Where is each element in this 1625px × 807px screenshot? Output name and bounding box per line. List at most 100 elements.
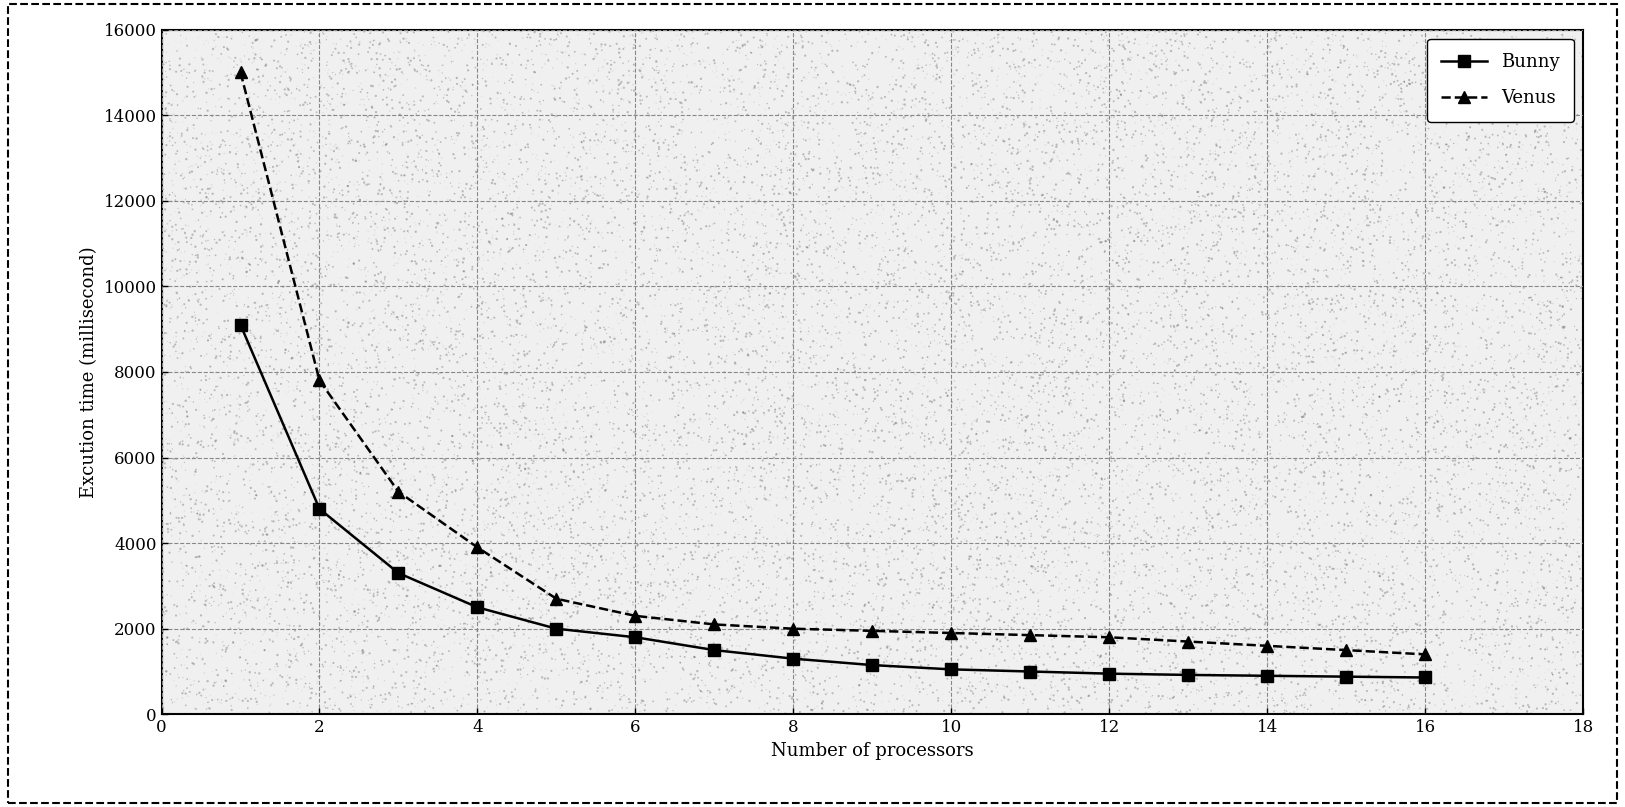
Point (470, 272, 496, 285)
Point (908, 495, 934, 508)
Point (1441, 240, 1467, 253)
Point (754, 299, 780, 312)
Point (1274, 380, 1300, 393)
Point (1272, 696, 1298, 709)
Point (970, 128, 996, 140)
Point (318, 516, 344, 529)
Point (1523, 88, 1549, 101)
Point (990, 387, 1016, 399)
Point (1019, 160, 1045, 173)
Point (1389, 93, 1415, 106)
Point (1259, 658, 1285, 671)
Point (1545, 273, 1571, 286)
Point (1378, 231, 1404, 244)
Point (546, 478, 572, 491)
Point (296, 629, 322, 642)
Point (346, 544, 372, 557)
Point (284, 536, 310, 549)
Point (237, 140, 263, 153)
Point (419, 521, 445, 533)
Point (484, 666, 510, 679)
Point (502, 297, 528, 310)
Point (838, 657, 864, 670)
Point (665, 447, 691, 460)
Point (975, 365, 1001, 378)
Point (1230, 199, 1256, 211)
Point (260, 625, 286, 638)
Point (343, 232, 369, 245)
Point (1498, 666, 1524, 679)
Point (1484, 119, 1510, 132)
Point (777, 609, 803, 622)
Point (1108, 575, 1134, 588)
Point (266, 589, 292, 602)
Point (967, 562, 993, 575)
Point (552, 337, 578, 350)
Point (466, 347, 492, 360)
Point (629, 27, 655, 40)
Point (281, 250, 307, 263)
Point (177, 361, 203, 374)
Point (1375, 385, 1401, 398)
Point (947, 493, 973, 506)
Point (1518, 204, 1544, 217)
Point (1012, 69, 1038, 82)
Point (1420, 534, 1446, 547)
Point (1443, 208, 1469, 221)
Point (354, 583, 380, 596)
Point (1128, 280, 1154, 293)
Point (687, 684, 713, 697)
Point (471, 161, 497, 174)
Point (198, 274, 224, 287)
Point (1352, 200, 1378, 213)
Point (510, 107, 536, 119)
Point (1466, 583, 1492, 596)
Point (1029, 116, 1055, 129)
Point (738, 320, 764, 332)
Point (561, 465, 587, 478)
Point (1529, 95, 1555, 108)
Point (1084, 61, 1110, 74)
Point (232, 479, 258, 491)
Point (1292, 536, 1318, 549)
Point (1552, 704, 1578, 717)
Point (564, 662, 590, 675)
Point (847, 128, 873, 140)
Point (803, 236, 829, 249)
Point (473, 75, 499, 88)
Point (988, 164, 1014, 177)
Point (1339, 241, 1365, 254)
Point (179, 505, 205, 518)
Point (1030, 188, 1056, 201)
Point (187, 550, 213, 563)
Point (1180, 521, 1206, 534)
Point (450, 185, 476, 198)
Point (704, 560, 730, 573)
Point (803, 215, 829, 228)
Point (621, 561, 647, 574)
Point (512, 243, 538, 256)
Point (1492, 339, 1518, 352)
Point (1308, 368, 1334, 381)
Point (886, 608, 912, 621)
Point (1306, 150, 1332, 163)
Point (921, 293, 947, 306)
Point (1368, 158, 1394, 171)
Point (1183, 207, 1209, 220)
Point (540, 452, 565, 465)
Point (1550, 488, 1576, 501)
Point (938, 257, 964, 270)
Point (783, 468, 809, 481)
Point (826, 75, 852, 88)
Point (1300, 296, 1326, 309)
Point (359, 99, 385, 112)
Point (1560, 257, 1586, 270)
Point (1458, 368, 1484, 381)
Point (236, 133, 262, 146)
Point (977, 158, 1003, 171)
Point (907, 159, 933, 172)
Point (741, 470, 767, 483)
Point (424, 342, 450, 355)
Point (197, 392, 223, 405)
Point (452, 148, 478, 161)
